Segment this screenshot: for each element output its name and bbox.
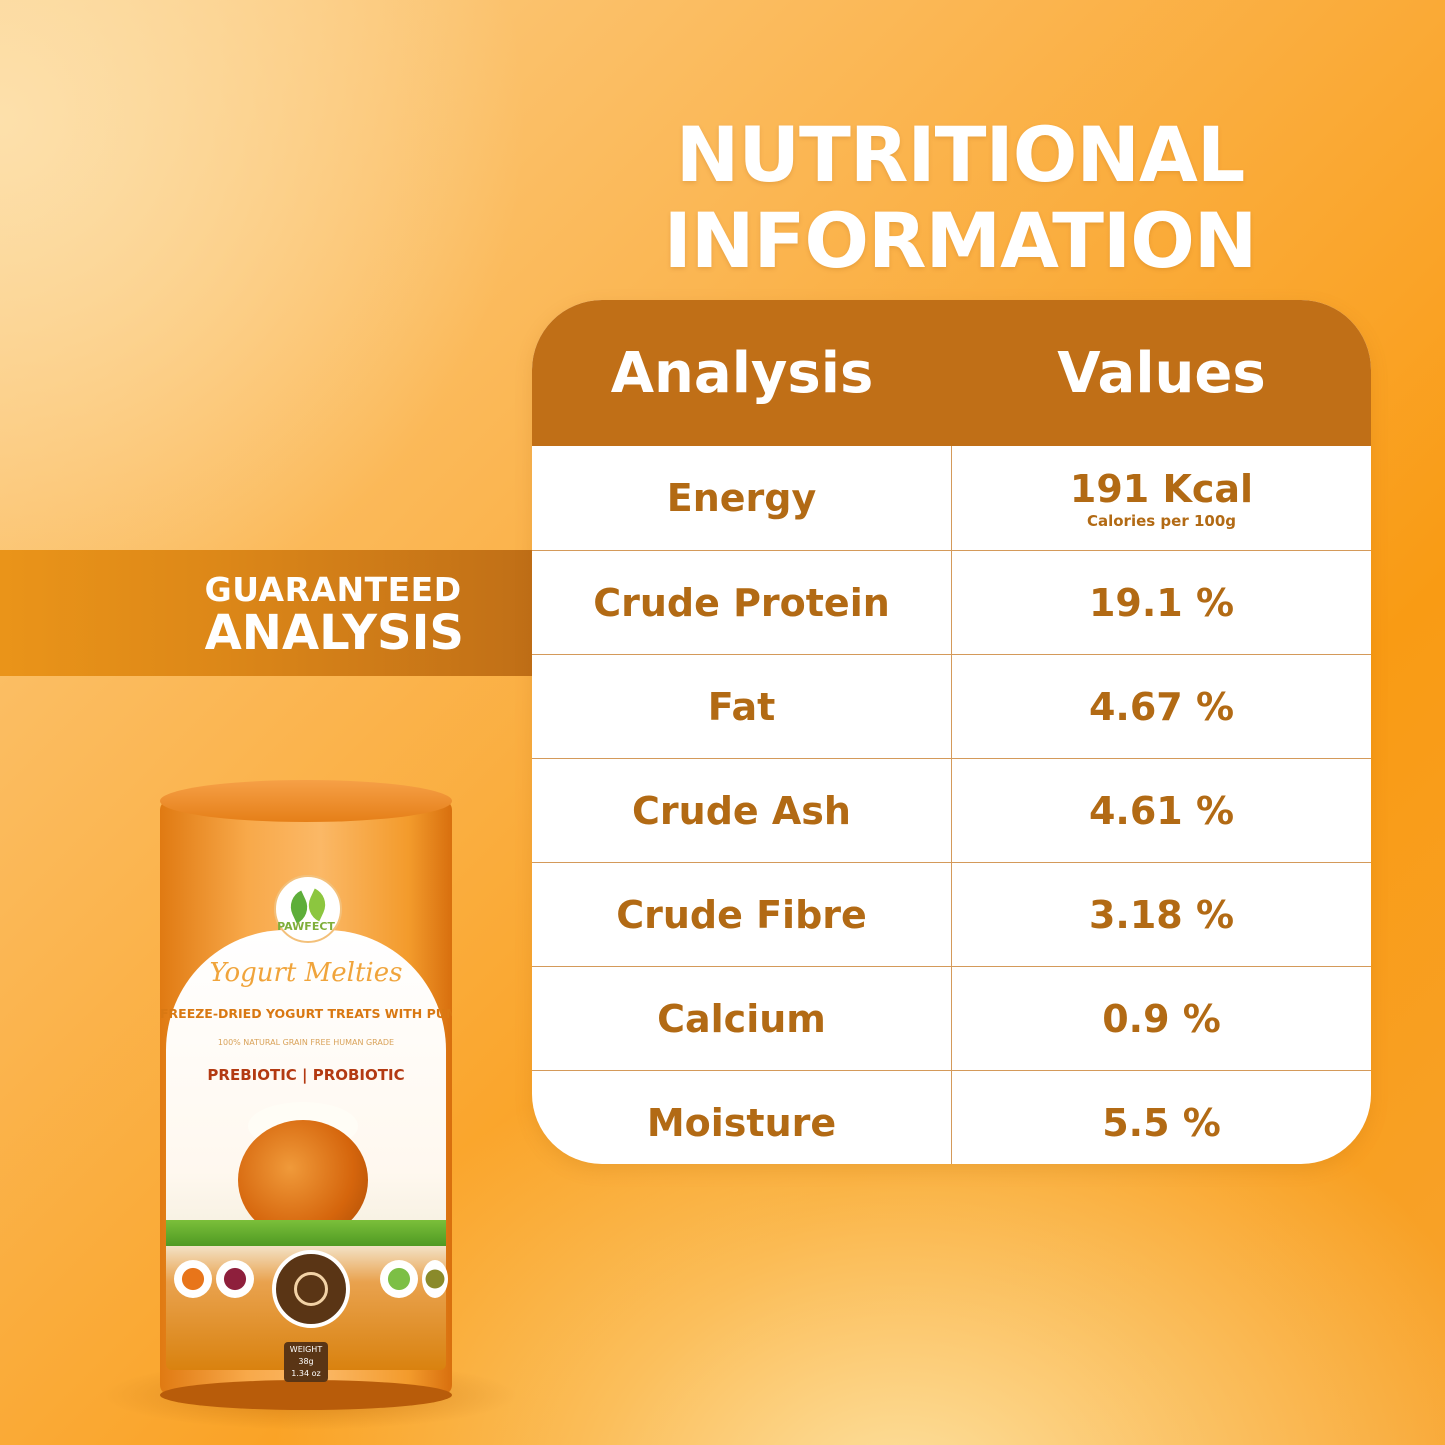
analysis-cell: Crude Protein (532, 551, 952, 654)
table-row: Fat 4.67 % (532, 654, 1371, 758)
table-body: Energy 191 Kcal Calories per 100g Crude … (532, 446, 1371, 1164)
cabbage-ingredient-icon (380, 1260, 418, 1298)
header-analysis: Analysis (610, 340, 874, 406)
page-title: NUTRITIONAL INFORMATION (560, 112, 1360, 284)
can-lid (160, 780, 452, 822)
weight-oz: 1.34 oz (291, 1369, 321, 1378)
brand-logo-icon (274, 875, 342, 943)
value-cell: 4.67 % (1088, 684, 1235, 729)
product-biotic: PREBIOTIC | PROBIOTIC (207, 1066, 405, 1084)
beetroot-ingredient-icon (216, 1260, 254, 1298)
band-text: GUARANTEED ANALYSIS (204, 570, 464, 661)
weight-label: WEIGHT (289, 1345, 323, 1354)
analysis-cell: Crude Fibre (532, 863, 952, 966)
value-cell: 19.1 % (1088, 580, 1235, 625)
weight-box: WEIGHT 38g 1.34 oz (284, 1342, 328, 1382)
weight-value: 38g (298, 1357, 314, 1366)
product-name: Yogurt Melties (209, 958, 403, 988)
value-text: 191 Kcal (1069, 467, 1254, 511)
grass-decoration (166, 1220, 446, 1246)
value-cell: 5.5 % (1102, 1100, 1221, 1145)
calories-badge-icon (272, 1250, 350, 1328)
band-line-2: ANALYSIS (204, 605, 464, 661)
title-line-2: INFORMATION (663, 196, 1258, 285)
product-tagline: FREEZE-DRIED YOGURT TREATS WITH PUMPKIN (160, 1006, 452, 1021)
analysis-cell: Crude Ash (532, 759, 952, 862)
header-values: Values (1057, 340, 1266, 406)
value-cell: 0.9 % (1102, 996, 1221, 1041)
value-note: Calories per 100g (1086, 512, 1237, 530)
title-line-1: NUTRITIONAL (675, 110, 1246, 199)
analysis-cell: Fat (532, 655, 952, 758)
nutrition-table: Analysis Values Energy 191 Kcal Calories… (532, 300, 1371, 1164)
brand-name: PAWFECT (277, 920, 335, 933)
table-row: Calcium 0.9 % (532, 966, 1371, 1070)
table-row: Crude Fibre 3.18 % (532, 862, 1371, 966)
product-badges: 100% NATURAL GRAIN FREE HUMAN GRADE (217, 1038, 395, 1047)
table-row: Energy 191 Kcal Calories per 100g (532, 446, 1371, 550)
analysis-cell: Moisture (532, 1071, 952, 1164)
guaranteed-analysis-band: GUARANTEED ANALYSIS (0, 550, 532, 676)
pumpkin-ingredient-icon (174, 1260, 212, 1298)
table-row: Crude Ash 4.61 % (532, 758, 1371, 862)
value-cell: 191 Kcal Calories per 100g (952, 446, 1371, 550)
table-row: Crude Protein 19.1 % (532, 550, 1371, 654)
table-header: Analysis Values (532, 300, 1371, 446)
value-cell: 4.61 % (1088, 788, 1235, 833)
seeds-ingredient-icon (422, 1260, 448, 1298)
can-base (160, 1380, 452, 1410)
table-row: Moisture 5.5 % (532, 1070, 1371, 1164)
product-can-image: PAWFECT Yogurt Melties FREEZE-DRIED YOGU… (160, 780, 452, 1410)
analysis-cell: Calcium (532, 967, 952, 1070)
analysis-cell: Energy (532, 446, 952, 550)
band-line-1: GUARANTEED (204, 570, 462, 609)
value-cell: 3.18 % (1088, 892, 1235, 937)
